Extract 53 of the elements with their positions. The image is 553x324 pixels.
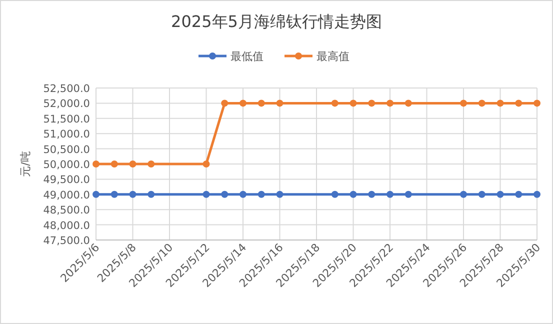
y-tick-label: 52,000.0: [43, 98, 90, 110]
y-tick-label: 48,000.0: [43, 220, 90, 232]
point: [240, 100, 246, 107]
point: [478, 190, 486, 198]
point: [534, 190, 540, 198]
point: [404, 190, 412, 198]
point: [202, 190, 210, 198]
point: [258, 100, 265, 107]
y-tick-label: 50,500.0: [43, 144, 90, 156]
y-tick-label: 51,500.0: [43, 113, 90, 126]
point: [350, 100, 357, 107]
point: [478, 100, 486, 107]
point: [534, 100, 540, 107]
y-tick-label: 50,000.0: [43, 159, 90, 171]
point: [148, 190, 155, 198]
point: [331, 100, 338, 107]
point: [129, 190, 136, 198]
point: [368, 190, 376, 198]
point: [148, 160, 155, 168]
point: [386, 190, 394, 198]
point: [110, 190, 118, 198]
y-tick-label: 52,500.0: [43, 83, 90, 95]
point: [92, 190, 100, 198]
point: [240, 190, 246, 198]
legend-label: 最高值: [316, 50, 350, 63]
point: [276, 100, 284, 107]
point: [460, 100, 467, 107]
point: [496, 100, 504, 107]
point: [258, 190, 265, 198]
point: [276, 190, 284, 198]
point: [202, 160, 210, 168]
point: [460, 190, 467, 198]
point: [129, 160, 136, 168]
chart-title: 2025年5月海绵钛行情走势图: [171, 12, 382, 31]
point: [221, 100, 228, 107]
point: [515, 100, 522, 107]
y-tick-label: 49,500.0: [43, 174, 90, 186]
y-tick-label: 47,500.0: [43, 235, 90, 247]
point: [110, 160, 118, 168]
point: [496, 190, 504, 198]
point: [515, 190, 522, 198]
point: [404, 100, 412, 107]
point: [221, 190, 228, 198]
point: [368, 100, 376, 107]
point: [331, 190, 338, 198]
y-tick-label: 48,500.0: [43, 204, 90, 217]
legend-label: 最低值: [230, 50, 264, 63]
y-tick-label: 51,000.0: [43, 128, 90, 141]
y-tick-label: 49,000.0: [43, 189, 90, 202]
y-axis-title: 元/吨: [19, 151, 32, 177]
point: [350, 190, 357, 198]
point: [92, 160, 100, 168]
point: [386, 100, 394, 107]
